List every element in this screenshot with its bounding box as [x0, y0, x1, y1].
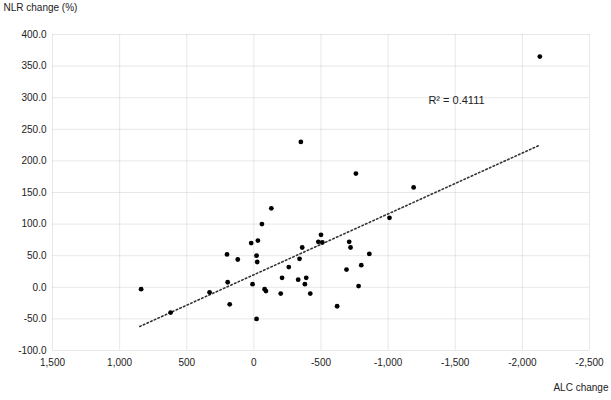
svg-text:-2,500: -2,500	[575, 357, 604, 368]
svg-text:400.0: 400.0	[21, 29, 46, 40]
svg-text:200.0: 200.0	[21, 155, 46, 166]
svg-text:1,000: 1,000	[107, 357, 132, 368]
svg-text:-50.0: -50.0	[24, 313, 47, 324]
svg-text:100.0: 100.0	[21, 218, 46, 229]
svg-text:500: 500	[178, 357, 195, 368]
svg-text:0.0: 0.0	[33, 282, 47, 293]
svg-text:300.0: 300.0	[21, 92, 46, 103]
svg-text:150.0: 150.0	[21, 187, 46, 198]
svg-text:R² = 0.4111: R² = 0.4111	[428, 94, 484, 106]
svg-text:-1,000: -1,000	[374, 357, 403, 368]
svg-text:NLR change (%): NLR change (%)	[4, 2, 78, 13]
svg-text:50.0: 50.0	[27, 250, 47, 261]
svg-text:0: 0	[251, 357, 257, 368]
svg-text:350.0: 350.0	[21, 60, 46, 71]
svg-text:ALC change: ALC change	[553, 382, 608, 393]
svg-text:1,500: 1,500	[40, 357, 65, 368]
svg-text:-500: -500	[311, 357, 331, 368]
svg-text:250.0: 250.0	[21, 124, 46, 135]
svg-text:-2,000: -2,000	[508, 357, 537, 368]
svg-text:-1,500: -1,500	[441, 357, 470, 368]
svg-text:-100.0: -100.0	[18, 345, 47, 356]
